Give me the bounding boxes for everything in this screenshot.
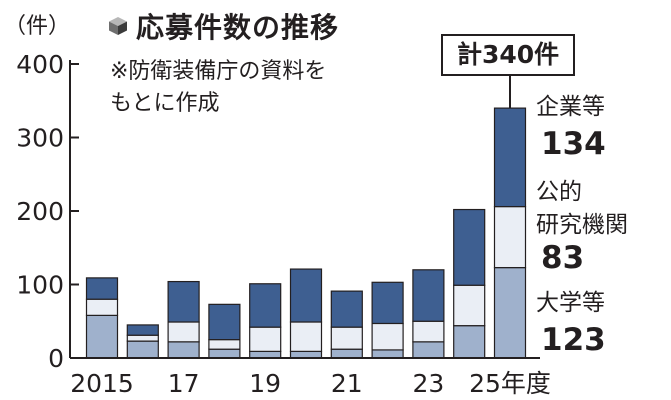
bar-segment-25-2 bbox=[493, 107, 527, 208]
bar-segment-25-0 bbox=[493, 266, 527, 359]
cube-icon bbox=[109, 17, 127, 35]
bar-segment-21-1 bbox=[330, 326, 363, 350]
source-note: ※防衛装備庁の資料を もとに作成 bbox=[110, 56, 430, 120]
y-tick-label-300: 300 bbox=[16, 124, 64, 153]
bar-segment-20-2 bbox=[289, 268, 323, 323]
x-tick-label-21: 21 bbox=[331, 369, 363, 398]
bar-segment-23-0 bbox=[412, 341, 445, 359]
y-tick-label-200: 200 bbox=[16, 197, 64, 226]
bar-segment-20-1 bbox=[289, 321, 323, 352]
bar-segment-24-1 bbox=[453, 284, 486, 327]
bar-segment-22-2 bbox=[371, 281, 404, 325]
y-tick-label-400: 400 bbox=[16, 50, 64, 79]
bar-segment-17-2 bbox=[167, 280, 200, 323]
x-tick-label-25年度: 25年度 bbox=[469, 369, 551, 398]
total-callout: 計340件 bbox=[441, 34, 576, 76]
bar-segment-23-1 bbox=[412, 320, 445, 343]
chart-title: 応募件数の推移 bbox=[136, 11, 340, 44]
universities-label: 大学等 bbox=[536, 290, 605, 316]
bar-segment-18-1 bbox=[208, 339, 241, 350]
x-tick-label-19: 19 bbox=[249, 369, 281, 398]
bar-segment-21-2 bbox=[330, 290, 363, 328]
bar-segment-22-0 bbox=[371, 349, 404, 359]
companies-value: 134 bbox=[541, 126, 606, 162]
bar-segment-2015-1 bbox=[85, 298, 119, 316]
y-tick-label-100: 100 bbox=[16, 271, 64, 300]
bar-segment-18-0 bbox=[208, 348, 241, 359]
bar-segment-19-1 bbox=[249, 326, 282, 352]
bar-segment-17-1 bbox=[167, 321, 200, 343]
source-note-line-1: ※防衛装備庁の資料を bbox=[110, 59, 327, 84]
bar-segment-16-0 bbox=[126, 340, 159, 359]
x-tick-label-17: 17 bbox=[168, 369, 200, 398]
bar-segment-25-1 bbox=[493, 205, 527, 269]
bar-segment-21-0 bbox=[330, 348, 363, 359]
public-research-label-line-2: 研究機関 bbox=[536, 212, 628, 238]
bar-segment-16-2 bbox=[126, 324, 159, 336]
bar-segment-18-2 bbox=[208, 303, 241, 341]
public-research-label-line-1: 公的 bbox=[536, 179, 582, 205]
x-tick-label-23: 23 bbox=[412, 369, 444, 398]
bar-segment-2015-0 bbox=[85, 314, 119, 359]
chart-title-block: 応募件数の推移 bbox=[108, 6, 339, 46]
bar-segment-17-0 bbox=[167, 341, 200, 359]
bar-segment-24-2 bbox=[453, 208, 486, 286]
bar-segment-16-1 bbox=[126, 334, 159, 342]
companies-label: 企業等 bbox=[536, 94, 605, 120]
y-tick-label-0: 0 bbox=[48, 344, 64, 373]
x-tick-label-2015: 2015 bbox=[70, 369, 134, 398]
bar-segment-24-0 bbox=[453, 325, 486, 359]
bar-segment-2015-2 bbox=[85, 277, 119, 300]
universities-value: 123 bbox=[541, 322, 606, 358]
bar-segment-23-2 bbox=[412, 269, 445, 322]
y-axis-unit: （件） bbox=[4, 14, 71, 39]
source-note-line-2: もとに作成 bbox=[110, 91, 220, 116]
bar-segment-22-1 bbox=[371, 322, 404, 351]
public-research-value: 83 bbox=[541, 240, 585, 276]
bar-segment-19-2 bbox=[249, 283, 282, 328]
